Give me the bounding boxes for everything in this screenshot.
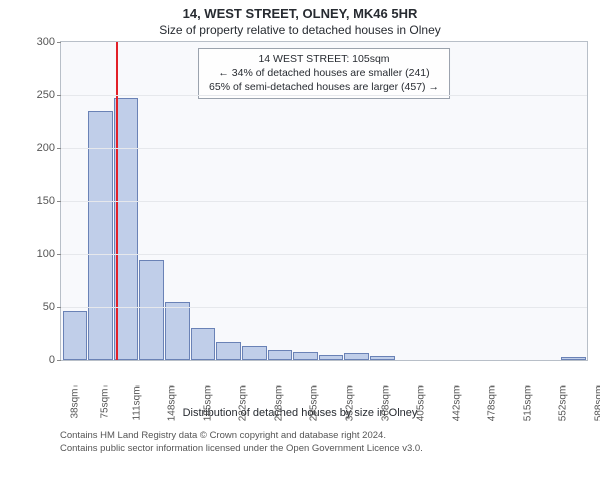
histogram-chart: Number of detached properties 14 WEST ST… [60, 41, 588, 401]
x-tick-label: 368sqm [380, 386, 391, 422]
y-tick-label: 0 [49, 354, 55, 366]
x-tick: 552sqm [545, 361, 581, 401]
y-tick-label: 50 [43, 301, 55, 313]
bar [561, 357, 586, 360]
y-tick-label: 100 [37, 248, 55, 260]
credits: Contains HM Land Registry data © Crown c… [60, 429, 600, 456]
x-tick-label: 222sqm [238, 386, 249, 422]
y-tick-label: 250 [37, 89, 55, 101]
x-tick-label: 588sqm [593, 386, 600, 422]
y-tick-label: 200 [37, 142, 55, 154]
x-tick-label: 515sqm [522, 386, 533, 422]
info-line-1: 14 WEST STREET: 105sqm [209, 52, 439, 66]
info-line-3: 65% of semi-detached houses are larger (… [209, 80, 439, 94]
x-tick-label: 38sqm [70, 388, 81, 418]
info-line-2: ← 34% of detached houses are smaller (24… [209, 66, 439, 80]
x-tick: 478sqm [474, 361, 510, 401]
bar [293, 352, 318, 360]
bar [344, 353, 369, 360]
x-tick-label: 405sqm [415, 386, 426, 422]
x-tick: 588sqm [581, 361, 600, 401]
x-ticks: 38sqm75sqm111sqm148sqm185sqm222sqm258sqm… [60, 361, 588, 401]
plot-area: 14 WEST STREET: 105sqm ← 34% of detached… [60, 41, 588, 361]
gridline [61, 254, 587, 255]
x-tick-label: 332sqm [344, 386, 355, 422]
x-tick: 515sqm [510, 361, 546, 401]
x-tick: 148sqm [154, 361, 190, 401]
bar [63, 311, 88, 360]
gridline [61, 201, 587, 202]
x-tick-label: 75sqm [100, 388, 111, 418]
x-tick: 111sqm [120, 361, 154, 401]
x-tick: 38sqm [60, 361, 90, 401]
x-tick: 258sqm [261, 361, 297, 401]
x-tick: 405sqm [403, 361, 439, 401]
bar [216, 342, 241, 360]
page-subtitle: Size of property relative to detached ho… [0, 21, 600, 41]
bar [139, 260, 164, 360]
x-tick: 222sqm [225, 361, 261, 401]
bar [165, 302, 190, 360]
credit-line-2: Contains public sector information licen… [60, 442, 600, 455]
x-tick-label: 442sqm [451, 386, 462, 422]
x-tick-label: 478sqm [487, 386, 498, 422]
x-tick: 185sqm [190, 361, 226, 401]
x-tick: 75sqm [90, 361, 120, 401]
gridline [61, 148, 587, 149]
x-tick-label: 552sqm [558, 386, 569, 422]
y-tick-label: 150 [37, 195, 55, 207]
bar [191, 328, 216, 360]
x-tick-label: 258sqm [273, 386, 284, 422]
credit-line-1: Contains HM Land Registry data © Crown c… [60, 429, 600, 442]
x-tick: 332sqm [332, 361, 368, 401]
x-tick: 295sqm [296, 361, 332, 401]
x-tick-label: 185sqm [202, 386, 213, 422]
bar [370, 356, 395, 360]
info-box: 14 WEST STREET: 105sqm ← 34% of detached… [198, 48, 450, 99]
bar [319, 355, 344, 360]
x-tick-label: 111sqm [132, 386, 143, 420]
x-tick: 442sqm [439, 361, 475, 401]
page-title: 14, WEST STREET, OLNEY, MK46 5HR [0, 0, 600, 21]
x-tick-label: 295sqm [309, 386, 320, 422]
gridline [61, 95, 587, 96]
x-axis-label: Distribution of detached houses by size … [0, 407, 600, 419]
y-tick-label: 300 [37, 36, 55, 48]
bar [242, 346, 267, 360]
x-tick-label: 148sqm [166, 386, 177, 422]
gridline [61, 307, 587, 308]
x-tick: 368sqm [368, 361, 404, 401]
bar [268, 350, 293, 360]
